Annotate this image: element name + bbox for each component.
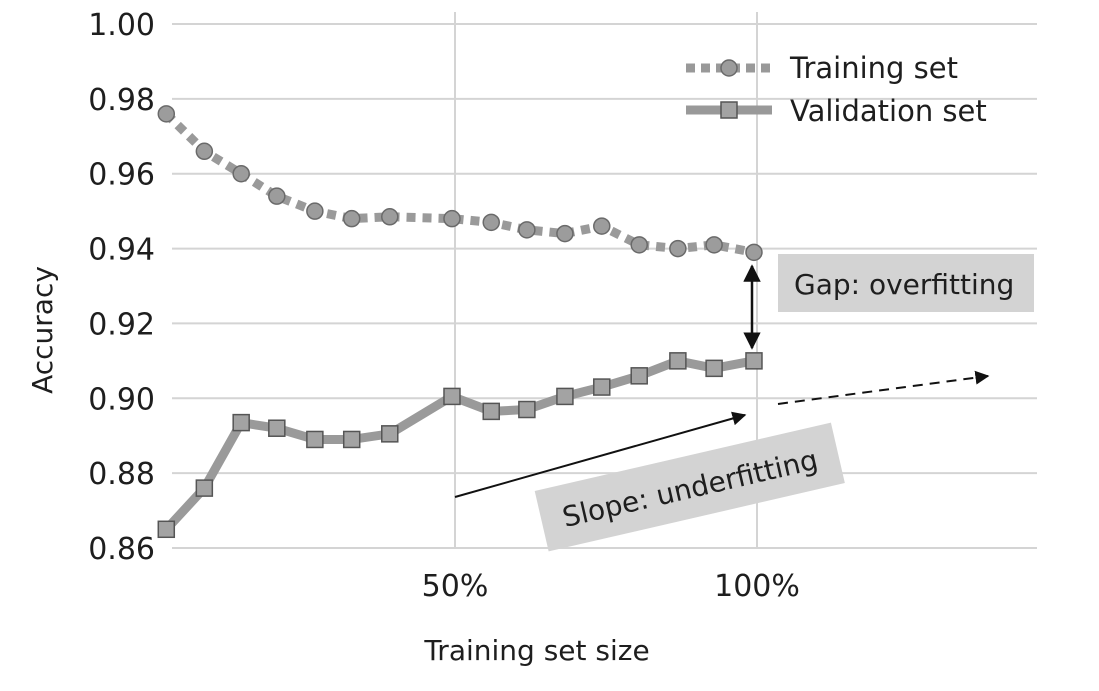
- slope-arrow: [454, 411, 747, 498]
- y-tick-label: 0.96: [88, 158, 155, 193]
- validation-point: [669, 352, 687, 370]
- y-tick-label: 0.98: [88, 83, 155, 118]
- training-point: [306, 202, 324, 220]
- training-point: [232, 164, 250, 183]
- gap-annotation-box: [778, 254, 1034, 312]
- x-tick-label: 50%: [422, 569, 489, 604]
- training-point: [443, 209, 461, 228]
- validation-point: [268, 419, 286, 437]
- slope-extension-arrow: [777, 370, 990, 405]
- training-point: [268, 187, 286, 205]
- validation-point: [705, 359, 723, 378]
- validation-point: [482, 402, 500, 421]
- legend-validation-marker: [720, 101, 738, 119]
- validation-point: [518, 400, 536, 419]
- training-point: [593, 217, 611, 235]
- training-point: [556, 224, 574, 243]
- slope-annotation-box: [534, 422, 845, 552]
- validation-point: [157, 520, 176, 539]
- training-point: [342, 209, 361, 228]
- validation-point: [556, 387, 574, 406]
- training-point: [381, 208, 399, 226]
- validation-point: [745, 352, 763, 370]
- validation-point: [342, 430, 361, 449]
- y-axis-label: Accuracy: [26, 266, 59, 394]
- training-line: [163, 110, 755, 257]
- training-point: [157, 105, 176, 123]
- y-tick-label: 0.90: [88, 382, 155, 417]
- slope-annotation: Slope: underfitting: [534, 422, 845, 552]
- training-point: [630, 236, 648, 254]
- x-tick-label: 100%: [714, 569, 800, 604]
- training-point: [195, 142, 214, 161]
- validation-point: [593, 378, 611, 396]
- training-point: [669, 239, 687, 258]
- y-axis-ticks: 0.86 0.88 0.90 0.92 0.94 0.96 0.98 1.00: [88, 8, 155, 567]
- legend-training-marker: [720, 59, 738, 77]
- gap-annotation-text: Gap: overfitting: [794, 268, 1014, 301]
- validation-series: [157, 352, 763, 539]
- validation-point: [630, 367, 648, 385]
- y-tick-label: 0.92: [88, 307, 155, 342]
- validation-point: [195, 479, 214, 497]
- training-point: [745, 243, 763, 262]
- validation-line: [162, 356, 755, 533]
- validation-point: [306, 430, 324, 449]
- training-point: [482, 213, 500, 232]
- validation-point: [232, 413, 250, 432]
- y-tick-label: 1.00: [88, 8, 155, 43]
- x-axis-label: Training set size: [423, 634, 649, 667]
- training-point: [518, 221, 536, 239]
- y-tick-label: 0.94: [88, 233, 155, 268]
- training-point: [705, 236, 723, 254]
- x-axis-ticks: 50% 100%: [422, 569, 800, 604]
- y-tick-label: 0.86: [88, 532, 155, 567]
- training-series: [157, 105, 763, 262]
- validation-point: [381, 425, 399, 443]
- validation-point: [443, 387, 461, 406]
- legend-validation-label: Validation set: [790, 94, 987, 128]
- legend-training-label: Training set: [789, 51, 958, 85]
- legend: Training set Validation set: [686, 51, 987, 128]
- y-tick-label: 0.88: [88, 457, 155, 492]
